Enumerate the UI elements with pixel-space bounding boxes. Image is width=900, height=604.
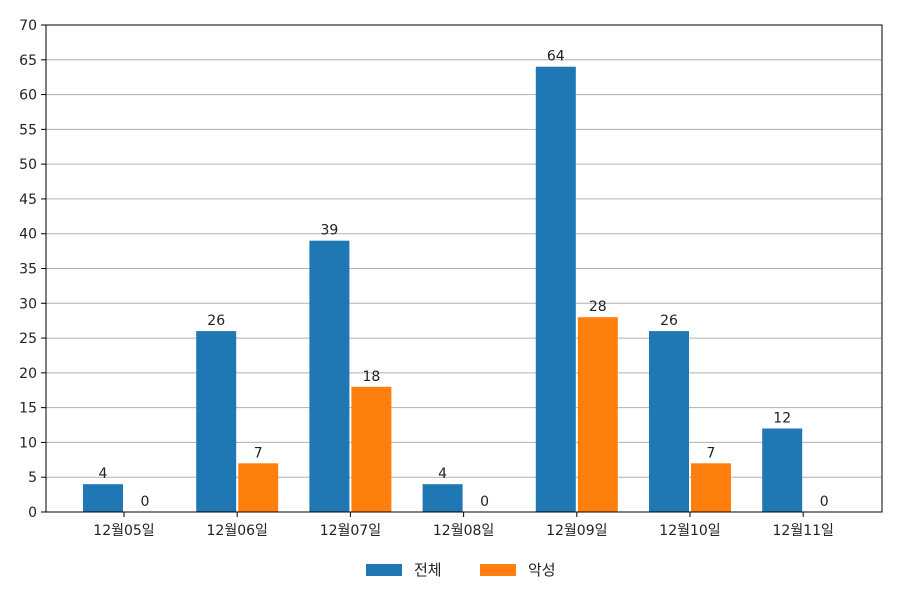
y-tick-label: 25 (19, 331, 37, 347)
y-tick-label: 30 (19, 296, 37, 312)
y-tick-label: 60 (19, 88, 37, 104)
y-tick-label: 35 (19, 262, 37, 278)
bar-total (196, 331, 237, 512)
data-label: 12 (773, 411, 791, 427)
y-tick-label: 65 (19, 53, 37, 69)
y-tick-label: 50 (19, 157, 37, 173)
y-tick-label: 10 (19, 435, 37, 451)
y-tick-label: 55 (19, 122, 37, 138)
data-label: 7 (254, 445, 263, 461)
data-label: 26 (207, 313, 225, 329)
y-tick-label: 45 (19, 192, 37, 208)
x-tick-label: 12월11일 (773, 523, 834, 539)
data-label: 0 (480, 494, 489, 510)
data-label: 4 (99, 466, 108, 482)
data-label: 28 (589, 299, 607, 315)
x-tick-label: 12월07일 (320, 523, 381, 539)
data-label: 18 (362, 369, 380, 385)
x-tick-label: 12월10일 (659, 523, 720, 539)
bar-total (309, 240, 350, 512)
data-label: 0 (141, 494, 150, 510)
x-tick-label: 12월05일 (93, 523, 154, 539)
bar-malicious (238, 463, 279, 512)
data-label: 64 (547, 49, 565, 65)
legend-label: 악성 (528, 561, 556, 579)
legend-label: 전체 (414, 561, 442, 579)
x-tick-label: 12월09일 (546, 523, 607, 539)
bar-total (535, 66, 576, 512)
bar-total (762, 428, 803, 512)
bar-malicious (351, 386, 392, 512)
data-label: 7 (707, 445, 716, 461)
data-label: 39 (320, 223, 338, 239)
y-tick-label: 70 (19, 18, 37, 34)
bar-total (422, 484, 463, 512)
legend-swatch-total (366, 564, 402, 576)
y-tick-label: 20 (19, 366, 37, 382)
y-tick-label: 0 (28, 505, 37, 521)
data-label: 4 (438, 466, 447, 482)
legend-swatch-malicious (480, 564, 516, 576)
bar-malicious (691, 463, 731, 512)
y-tick-label: 40 (19, 227, 37, 243)
data-label: 0 (820, 494, 829, 510)
x-tick-label: 12월08일 (433, 523, 494, 539)
y-tick-label: 15 (19, 401, 37, 417)
x-tick-label: 12월06일 (207, 523, 268, 539)
bar-total (83, 484, 123, 512)
y-tick-label: 5 (28, 470, 37, 486)
bar-malicious (577, 317, 618, 512)
bar-total (649, 331, 689, 512)
data-label: 26 (660, 313, 678, 329)
